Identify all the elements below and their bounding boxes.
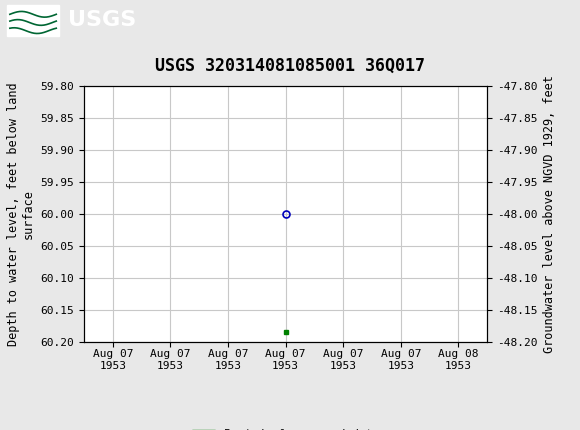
Text: USGS 320314081085001 36Q017: USGS 320314081085001 36Q017 — [155, 57, 425, 75]
Y-axis label: Depth to water level, feet below land
surface: Depth to water level, feet below land su… — [7, 82, 35, 346]
FancyBboxPatch shape — [7, 5, 59, 36]
Legend: Period of approved data: Period of approved data — [188, 425, 383, 430]
Y-axis label: Groundwater level above NGVD 1929, feet: Groundwater level above NGVD 1929, feet — [543, 75, 556, 353]
Text: USGS: USGS — [68, 10, 136, 31]
